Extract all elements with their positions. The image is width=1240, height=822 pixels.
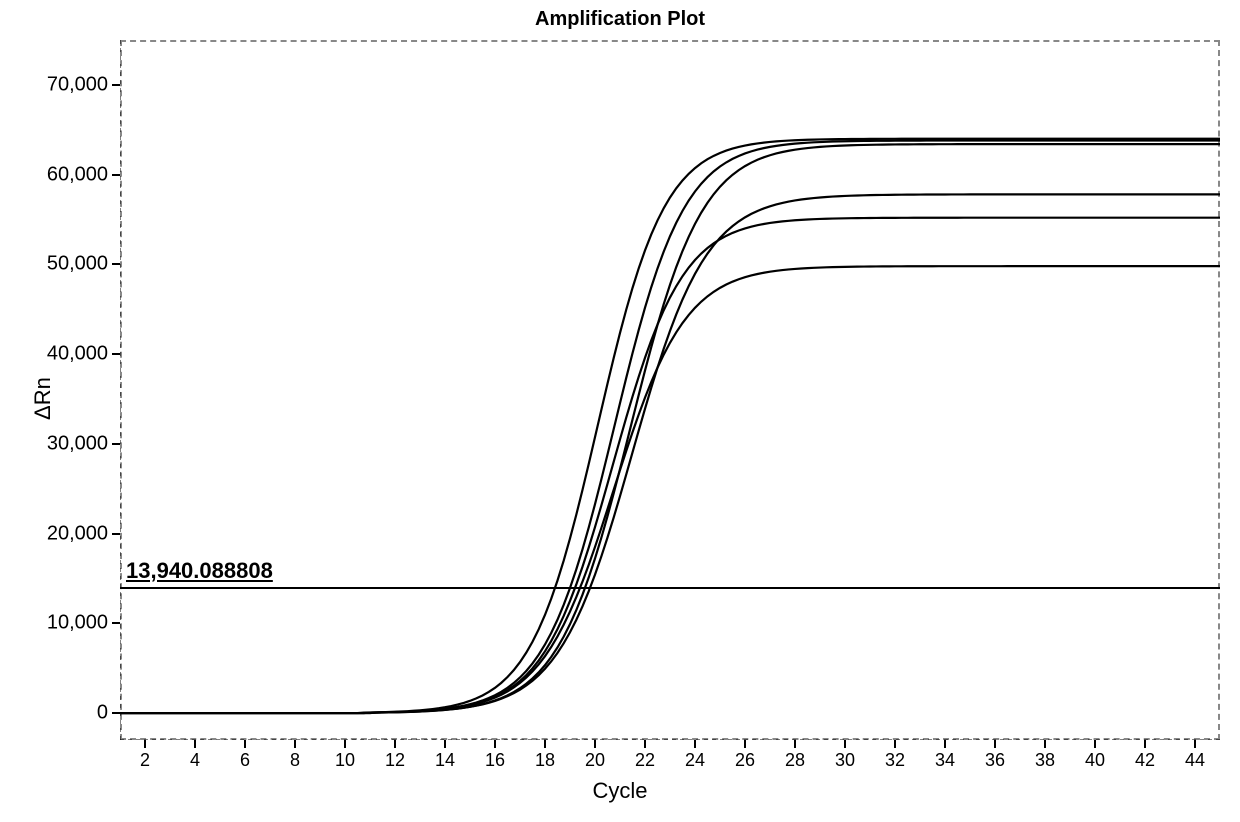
x-tick-label: 42 bbox=[1135, 750, 1155, 771]
x-tick-label: 8 bbox=[290, 750, 300, 771]
x-tick-mark bbox=[1044, 740, 1046, 748]
y-tick-mark bbox=[112, 263, 120, 265]
x-tick-mark bbox=[194, 740, 196, 748]
y-tick-label: 30,000 bbox=[47, 432, 108, 455]
amplification-curve bbox=[120, 141, 1220, 714]
x-tick-mark bbox=[144, 740, 146, 748]
chart-title: Amplification Plot bbox=[0, 8, 1240, 31]
x-tick-label: 2 bbox=[140, 750, 150, 771]
x-tick-mark bbox=[944, 740, 946, 748]
y-tick-label: 50,000 bbox=[47, 253, 108, 276]
y-tick-mark bbox=[112, 443, 120, 445]
x-tick-label: 36 bbox=[985, 750, 1005, 771]
x-tick-mark bbox=[494, 740, 496, 748]
amplification-curve bbox=[120, 218, 1220, 713]
threshold-label: 13,940.088808 bbox=[126, 558, 273, 584]
x-tick-label: 32 bbox=[885, 750, 905, 771]
y-axis-label: ΔRn bbox=[30, 377, 56, 420]
x-axis-label: Cycle bbox=[0, 778, 1240, 804]
x-tick-label: 30 bbox=[835, 750, 855, 771]
x-tick-label: 16 bbox=[485, 750, 505, 771]
x-tick-mark bbox=[994, 740, 996, 748]
x-tick-label: 38 bbox=[1035, 750, 1055, 771]
x-tick-label: 14 bbox=[435, 750, 455, 771]
x-tick-mark bbox=[894, 740, 896, 748]
x-tick-label: 34 bbox=[935, 750, 955, 771]
y-tick-label: 10,000 bbox=[47, 612, 108, 635]
chart-container: Amplification Plot 0 10,000 20,000 30,000 40… bbox=[0, 0, 1240, 822]
amplification-curve bbox=[120, 139, 1220, 713]
x-tick-label: 24 bbox=[685, 750, 705, 771]
y-tick-label: 70,000 bbox=[47, 73, 108, 96]
y-tick-mark bbox=[112, 533, 120, 535]
x-tick-mark bbox=[1144, 740, 1146, 748]
x-tick-label: 6 bbox=[240, 750, 250, 771]
amplification-curve bbox=[120, 144, 1220, 713]
x-tick-mark bbox=[294, 740, 296, 748]
y-tick-mark bbox=[112, 84, 120, 86]
y-tick-mark bbox=[112, 174, 120, 176]
x-tick-mark bbox=[1194, 740, 1196, 748]
x-tick-label: 18 bbox=[535, 750, 555, 771]
y-tick-label: 0 bbox=[97, 702, 108, 725]
x-tick-label: 12 bbox=[385, 750, 405, 771]
x-tick-label: 28 bbox=[785, 750, 805, 771]
x-tick-mark bbox=[594, 740, 596, 748]
x-tick-mark bbox=[444, 740, 446, 748]
x-tick-mark bbox=[644, 740, 646, 748]
x-tick-label: 10 bbox=[335, 750, 355, 771]
y-tick-mark bbox=[112, 353, 120, 355]
x-tick-label: 44 bbox=[1185, 750, 1205, 771]
x-tick-mark bbox=[344, 740, 346, 748]
x-tick-label: 26 bbox=[735, 750, 755, 771]
y-tick-label: 20,000 bbox=[47, 522, 108, 545]
x-tick-mark bbox=[694, 740, 696, 748]
x-tick-mark bbox=[794, 740, 796, 748]
x-tick-label: 20 bbox=[585, 750, 605, 771]
y-tick-label: 60,000 bbox=[47, 163, 108, 186]
x-tick-mark bbox=[744, 740, 746, 748]
x-tick-label: 22 bbox=[635, 750, 655, 771]
y-tick-mark bbox=[112, 712, 120, 714]
x-tick-label: 4 bbox=[190, 750, 200, 771]
x-tick-mark bbox=[844, 740, 846, 748]
y-tick-mark bbox=[112, 622, 120, 624]
y-tick-label: 40,000 bbox=[47, 343, 108, 366]
x-tick-mark bbox=[394, 740, 396, 748]
amplification-curve bbox=[120, 194, 1220, 713]
x-tick-label: 40 bbox=[1085, 750, 1105, 771]
x-tick-mark bbox=[544, 740, 546, 748]
chart-svg bbox=[120, 40, 1220, 740]
x-tick-mark bbox=[244, 740, 246, 748]
x-tick-mark bbox=[1094, 740, 1096, 748]
